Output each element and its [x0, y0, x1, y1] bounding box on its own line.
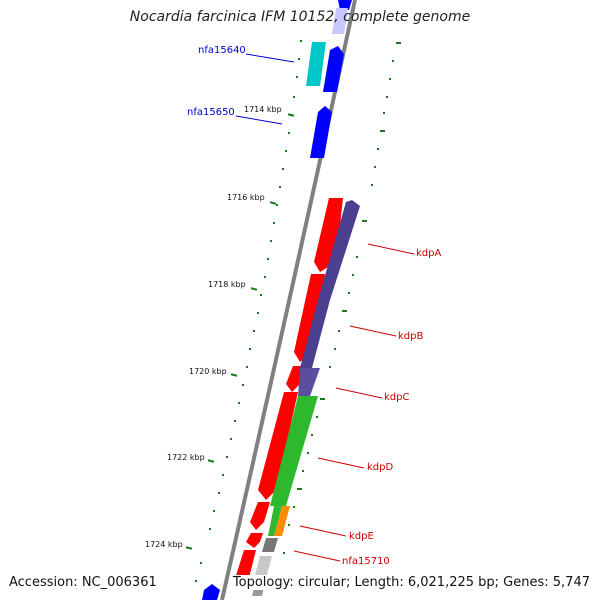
- connector-nfa15640: [245, 53, 295, 63]
- gene-red-4[interactable]: [258, 392, 298, 500]
- tick-label-1724: 1724 kbp: [145, 540, 183, 549]
- scale-tick-marks: [185, 113, 295, 550]
- gene-kdpE[interactable]: [274, 506, 290, 536]
- tick-label-1714: 1714 kbp: [244, 105, 282, 114]
- gene-kdp-gap: [268, 506, 282, 536]
- gene-nfa15650[interactable]: [310, 106, 332, 158]
- connector-kdpD: [317, 457, 365, 469]
- gene-red-2[interactable]: [294, 274, 325, 362]
- connector-kdpA: [367, 243, 415, 255]
- gene-nfa15640[interactable]: [306, 42, 326, 86]
- gene-label-kdpE[interactable]: kdpE: [349, 531, 374, 542]
- accession-text: Accession: NC_006361: [9, 575, 157, 590]
- gene-label-nfa15640[interactable]: nfa15640: [198, 45, 246, 56]
- connector-nfa15650: [235, 115, 283, 125]
- connector-kdpB: [349, 325, 397, 337]
- gene-red-5[interactable]: [250, 502, 270, 530]
- gene-red-6[interactable]: [246, 533, 263, 548]
- connector-kdpC: [335, 387, 383, 399]
- gene-kdpD[interactable]: [270, 396, 318, 506]
- gene-label-nfa15650[interactable]: nfa15650: [187, 107, 235, 118]
- gene-kdpA[interactable]: [318, 200, 360, 300]
- gene-nfa15710[interactable]: [262, 538, 278, 552]
- tick-label-1722: 1722 kbp: [167, 453, 205, 462]
- topology-text: Topology: circular; Length: 6,021,225 bp…: [230, 575, 590, 590]
- gene-top-partial-forward[interactable]: [338, 0, 352, 10]
- gene-bottom-forward[interactable]: [202, 584, 220, 600]
- gene-kdpB[interactable]: [300, 300, 330, 368]
- connector-kdpE: [299, 525, 347, 537]
- tick-label-1718: 1718 kbp: [208, 280, 246, 289]
- gene-label-nfa15710[interactable]: nfa15710: [342, 556, 390, 567]
- gene-top-partial-light[interactable]: [332, 8, 348, 34]
- gene-nfa15640-companion[interactable]: [323, 46, 344, 92]
- left-dot-track: [195, 40, 302, 582]
- right-dot-track: [283, 42, 401, 554]
- tick-label-1716: 1716 kbp: [227, 193, 265, 202]
- label-connectors: [235, 53, 415, 562]
- gene-label-kdpD[interactable]: kdpD: [367, 462, 394, 473]
- map-title: Nocardia farcinica IFM 10152, complete g…: [129, 9, 471, 25]
- connector-nfa15710: [293, 550, 341, 562]
- tick-label-1720: 1720 kbp: [189, 367, 227, 376]
- gene-kdpC[interactable]: [298, 368, 320, 396]
- gene-label-kdpB[interactable]: kdpB: [398, 331, 424, 342]
- gene-label-kdpC[interactable]: kdpC: [384, 392, 410, 403]
- gene-label-kdpA[interactable]: kdpA: [416, 248, 442, 259]
